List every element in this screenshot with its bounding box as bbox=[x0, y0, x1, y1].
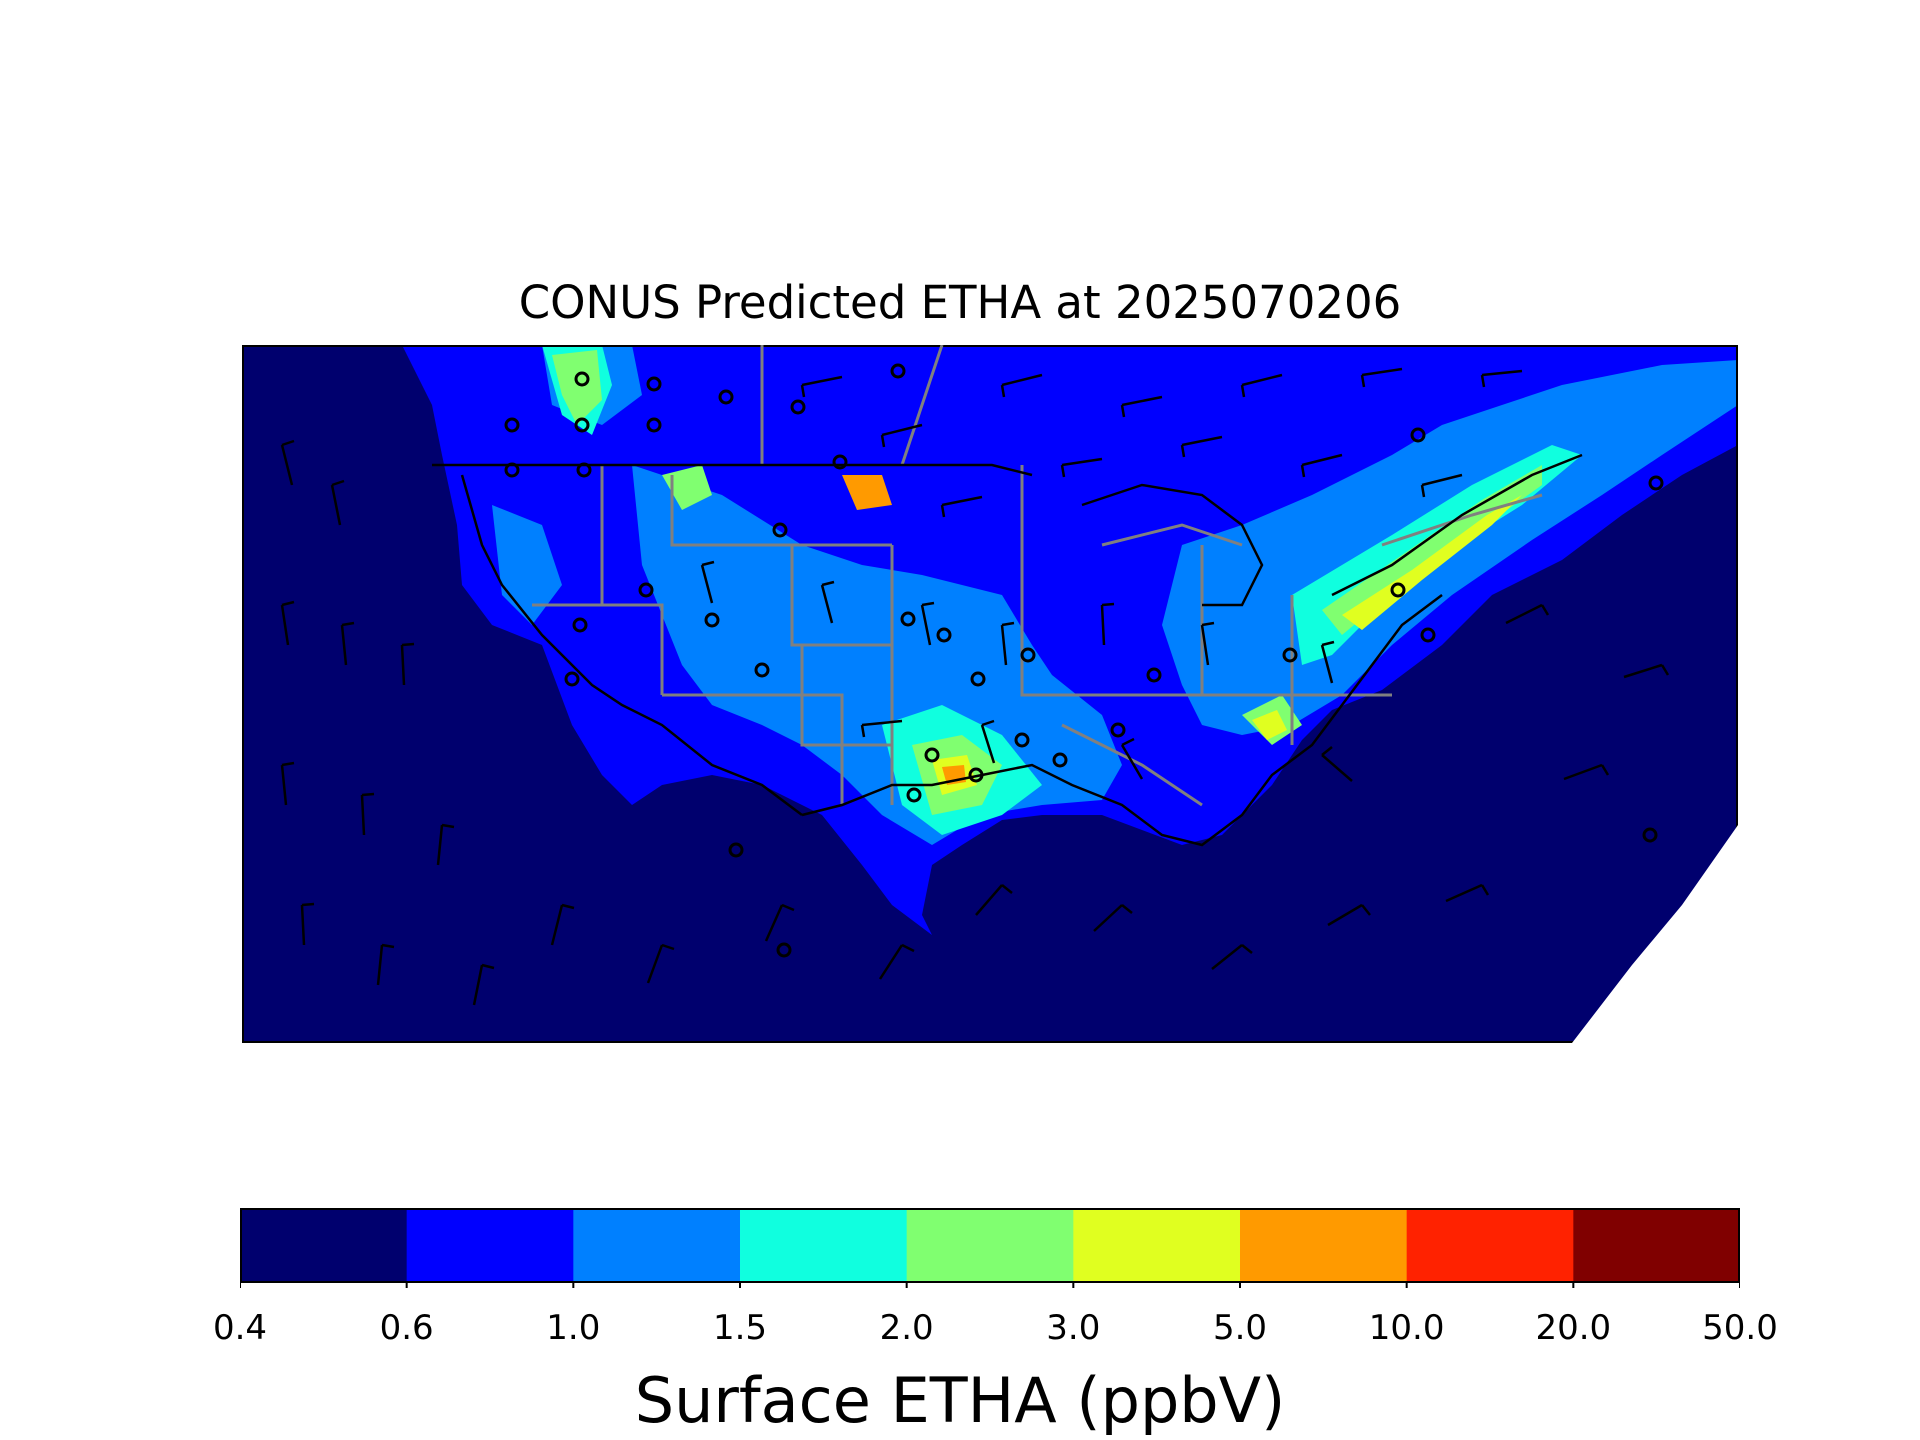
coastlines bbox=[432, 453, 1583, 847]
concentration-5-10 bbox=[842, 475, 892, 510]
colorbar-tick-label: 10.0 bbox=[1368, 1308, 1445, 1348]
colorbar-swatch bbox=[1073, 1209, 1241, 1283]
colorbar-swatch bbox=[740, 1209, 908, 1283]
colorbar-tick-label: 20.0 bbox=[1535, 1308, 1612, 1348]
colorbar-tick-label: 0.4 bbox=[212, 1308, 268, 1348]
colorbar-swatch bbox=[573, 1209, 741, 1283]
colorbar-swatch bbox=[406, 1209, 574, 1283]
observation-sites bbox=[504, 363, 1664, 958]
map-frame bbox=[242, 345, 1738, 1043]
colorbar-tick-label: 1.5 bbox=[712, 1308, 768, 1348]
concentration-2-3 bbox=[552, 350, 602, 425]
chart-title: CONUS Predicted ETHA at 2025070206 bbox=[518, 276, 1402, 329]
colorbar-tick-label: 5.0 bbox=[1212, 1308, 1268, 1348]
no-data-region bbox=[1572, 825, 1738, 1043]
concentration-2-3 bbox=[662, 465, 712, 510]
colorbar-tick-label: 3.0 bbox=[1046, 1308, 1101, 1348]
colorbar-swatch bbox=[906, 1209, 1074, 1283]
colorbar-tick-label: 2.0 bbox=[879, 1308, 934, 1348]
wind-barbs bbox=[280, 367, 1670, 1006]
colorbar-swatch bbox=[240, 1209, 408, 1283]
colorbar-swatch bbox=[1240, 1209, 1408, 1283]
map-panel bbox=[242, 345, 1738, 1043]
colorbar-swatch bbox=[1573, 1209, 1740, 1283]
colorbar-tick-label: 1.0 bbox=[546, 1308, 601, 1348]
colorbar-tick-labels: 0.4 0.6 1.0 1.5 2.0 3.0 5.0 10.0 20.0 50.0 bbox=[0, 1308, 1920, 1358]
concentration-3-5 bbox=[1252, 710, 1287, 740]
colorbar-swatch bbox=[1406, 1209, 1574, 1283]
colorbar-label: Surface ETHA (ppbV) bbox=[634, 1364, 1286, 1437]
colorbar bbox=[240, 1208, 1740, 1288]
colorbar-tick-label: 0.6 bbox=[379, 1308, 434, 1348]
colorbar-tick-label: 50.0 bbox=[1702, 1308, 1778, 1348]
colorbar-frame bbox=[240, 1208, 1740, 1283]
concentration-3-5 bbox=[1342, 495, 1522, 630]
